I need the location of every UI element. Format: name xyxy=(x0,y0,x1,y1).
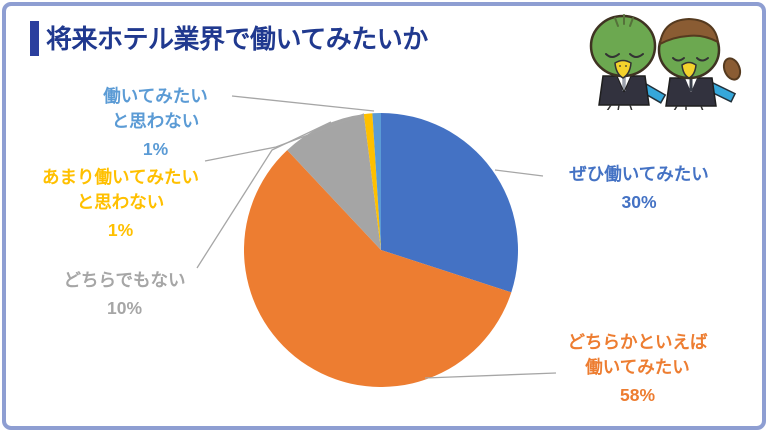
kappa-right xyxy=(657,17,742,110)
pie-label-omowanai: 働いてみたい と思わない 1% xyxy=(53,84,258,162)
label-percent: 10% xyxy=(106,298,143,318)
pie-label-amari: あまり働いてみたい と思わない 1% xyxy=(18,165,223,243)
label-line: と思わない xyxy=(111,111,200,131)
page-title: 将来ホテル業界で働いてみたいか xyxy=(46,24,428,54)
label-line: 働いてみたい xyxy=(585,357,690,377)
pie-label-dochirademo: どちらでもない 10% xyxy=(22,268,227,321)
kappa-mascots-bowing-icon xyxy=(589,14,742,110)
pie-slice-amari xyxy=(363,113,381,250)
label-percent: 30% xyxy=(621,192,657,212)
label-line: と思わない xyxy=(76,192,165,212)
pie-slice-omowanai xyxy=(372,113,381,250)
label-line: どちらかといえば xyxy=(567,332,708,352)
title-accent-bar xyxy=(30,21,39,56)
label-percent: 1% xyxy=(107,220,134,240)
pie-label-zehi: ぜひ働いてみたい 30% xyxy=(534,162,744,215)
pie-chart xyxy=(244,113,518,387)
label-line: ぜひ働いてみたい xyxy=(569,164,709,184)
label-percent: 1% xyxy=(142,139,169,159)
label-percent: 58% xyxy=(619,385,656,405)
label-line: あまり働いてみたい xyxy=(42,167,199,187)
label-line: どちらでもない xyxy=(63,270,186,290)
pie-slice-zehi xyxy=(381,113,518,293)
kappa-left xyxy=(589,14,667,110)
label-line: 働いてみたい xyxy=(103,86,208,106)
pie-label-dochiraka: どちらかといえば 働いてみたい 58% xyxy=(530,330,745,408)
